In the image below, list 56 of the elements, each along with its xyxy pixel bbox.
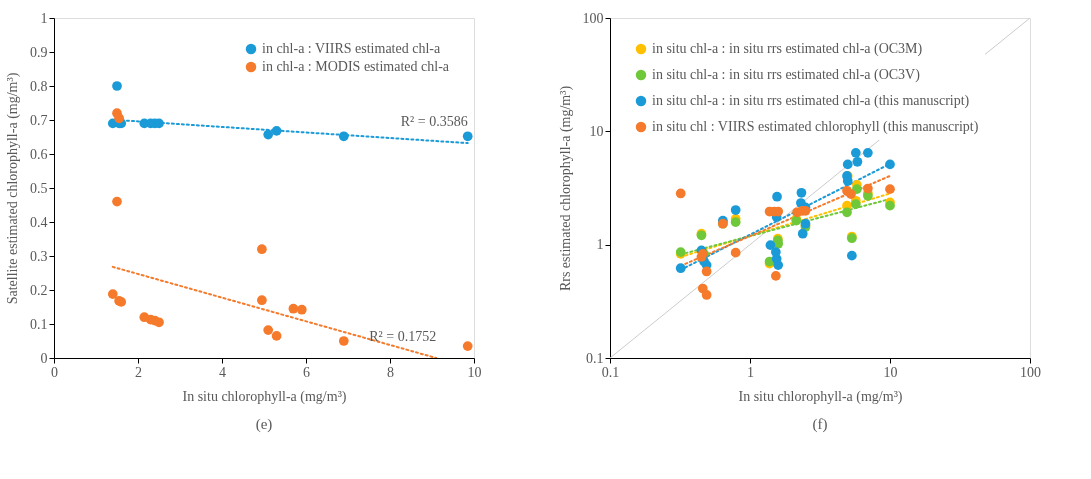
text: (e) (255, 416, 273, 433)
point (271, 331, 282, 341)
y-tick-label: 0.5 (30, 180, 48, 196)
text: (f) (812, 416, 828, 433)
y-tick-label: 0.7 (30, 112, 48, 128)
point (112, 81, 122, 91)
annotation: R² = 0.3586 (400, 114, 468, 130)
point (257, 295, 267, 306)
point (114, 113, 124, 124)
legend-label: in situ chl : VIIRS estimated chlorophyll (this manuscript) (652, 119, 979, 135)
y-tick-label: 1 (40, 10, 48, 26)
x-tick-label: 6 (303, 364, 310, 380)
legend-label: in situ chl-a : in situ rrs estimated chl-a (OC3V) (652, 67, 921, 83)
x-tick-label: 10 (883, 364, 898, 380)
point (288, 303, 299, 314)
y-tick-label: 0.8 (30, 78, 48, 94)
x-tick-label: 10 (467, 364, 482, 380)
legend-label: in chl-a : MODIS estimated chl-a (262, 59, 450, 74)
x-tick-label: 4 (219, 364, 226, 380)
y-tick-label: 0.2 (30, 282, 48, 298)
point (462, 341, 473, 351)
legend-label: in situ chl-a : in situ rrs estimated chl-a (this manuscript) (652, 93, 970, 109)
point (271, 126, 282, 136)
point (263, 129, 274, 140)
y-tick-label: 0 (40, 350, 48, 366)
point (257, 244, 267, 255)
y-tick-label: 0.9 (30, 44, 48, 60)
point (338, 131, 349, 142)
y-axis-title: Satellite estimated chlorophyll-a (mg/m³) (5, 72, 21, 305)
y-axis-title: Rrs estimated chlorophyll-a (mg/m³) (557, 85, 574, 292)
point (107, 289, 118, 299)
y-tick-label: 0.1 (30, 316, 48, 332)
x-tick-label: 8 (387, 364, 394, 380)
point (263, 325, 274, 335)
x-tick-label: 0.1 (601, 364, 620, 380)
x-tick-label: 2 (135, 364, 142, 380)
point (462, 131, 473, 142)
point (112, 196, 122, 207)
x-tick-label: 1 (747, 364, 754, 380)
x-axis-title: In situ chlorophyll-a (mg/m³) (738, 388, 903, 405)
x-tick-label: 0 (51, 364, 58, 380)
point (338, 336, 349, 346)
legend-label: in chl-a : VIIRS estimated chl-a (262, 41, 441, 56)
y-tick-label: 0.3 (30, 248, 48, 264)
point (296, 304, 307, 315)
y-tick-label: 0.1 (586, 350, 604, 366)
y-tick-label: 1 (596, 237, 604, 253)
legend-label: in situ chl-a : in situ rrs estimated chl-a (OC3M) (652, 41, 923, 57)
x-tick-label: 100 (1020, 364, 1041, 380)
y-tick-label: 10 (589, 123, 604, 139)
point (154, 317, 164, 328)
x-axis-title: In situ chlorophyll-a (mg/m³) (182, 388, 347, 405)
annotation: R² = 0.1752 (369, 329, 437, 344)
y-tick-label: 0.4 (30, 214, 48, 230)
y-tick-label: 100 (582, 10, 604, 26)
y-tick-label: 0.6 (30, 146, 48, 162)
